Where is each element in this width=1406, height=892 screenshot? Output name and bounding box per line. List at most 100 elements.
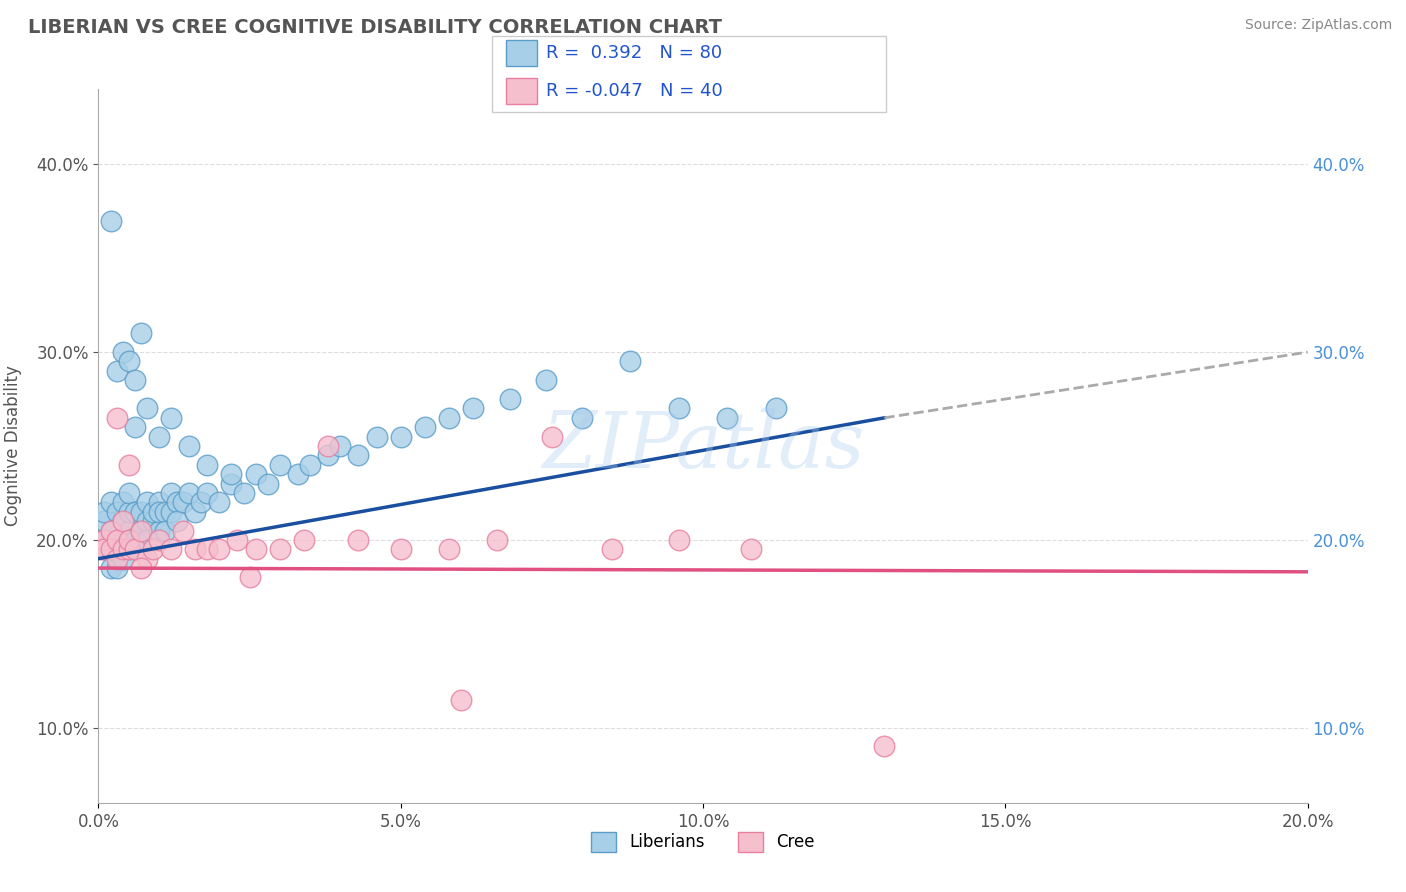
Point	[148, 429, 170, 443]
Point	[100, 524, 122, 538]
Point	[105, 410, 128, 425]
Point	[118, 533, 141, 547]
Point	[124, 542, 146, 557]
Point	[239, 570, 262, 584]
Point	[124, 420, 146, 434]
Point	[100, 524, 122, 538]
Text: R =  0.392   N = 80: R = 0.392 N = 80	[546, 44, 721, 62]
Point	[245, 467, 267, 482]
Point	[166, 514, 188, 528]
Point	[269, 542, 291, 557]
Point	[437, 410, 460, 425]
Point	[179, 486, 201, 500]
Point	[179, 439, 201, 453]
Legend: Liberians, Cree: Liberians, Cree	[585, 825, 821, 859]
Point	[100, 213, 122, 227]
Point	[450, 692, 472, 706]
Point	[93, 542, 115, 557]
Point	[316, 439, 339, 453]
Point	[208, 495, 231, 509]
Point	[118, 542, 141, 557]
Point	[142, 505, 165, 519]
Point	[256, 476, 278, 491]
Point	[316, 449, 339, 463]
Point	[135, 401, 157, 416]
Point	[118, 542, 141, 557]
Point	[226, 533, 249, 547]
Point	[118, 354, 141, 368]
Point	[153, 524, 176, 538]
Point	[190, 495, 212, 509]
Point	[105, 533, 128, 547]
Point	[716, 410, 738, 425]
Point	[347, 533, 370, 547]
Point	[602, 542, 624, 557]
Point	[93, 533, 115, 547]
Point	[124, 373, 146, 387]
Point	[160, 410, 183, 425]
Point	[153, 505, 176, 519]
Point	[172, 495, 194, 509]
Point	[100, 495, 122, 509]
Point	[111, 514, 134, 528]
Point	[118, 505, 141, 519]
Point	[221, 476, 243, 491]
Point	[118, 524, 141, 538]
Point	[148, 524, 170, 538]
Point	[668, 533, 690, 547]
Point	[111, 533, 134, 547]
Point	[118, 458, 141, 472]
Point	[195, 486, 218, 500]
Point	[389, 542, 412, 557]
Point	[129, 524, 152, 538]
Point	[166, 495, 188, 509]
Point	[498, 392, 520, 406]
Point	[184, 542, 207, 557]
Point	[540, 429, 562, 443]
Point	[873, 739, 896, 754]
Point	[90, 533, 112, 547]
Point	[160, 542, 183, 557]
Point	[124, 505, 146, 519]
Point	[135, 533, 157, 547]
Point	[329, 439, 352, 453]
Point	[148, 505, 170, 519]
Point	[93, 542, 115, 557]
Point	[90, 542, 112, 557]
Point	[740, 542, 762, 557]
Point	[135, 495, 157, 509]
Point	[100, 542, 122, 557]
Point	[100, 561, 122, 575]
Point	[142, 514, 165, 528]
Point	[184, 505, 207, 519]
Point	[668, 401, 690, 416]
Point	[129, 524, 152, 538]
Point	[413, 420, 436, 434]
Point	[105, 505, 128, 519]
Point	[292, 533, 315, 547]
Point	[245, 542, 267, 557]
Point	[111, 551, 134, 566]
Point	[232, 486, 254, 500]
Point	[111, 495, 134, 509]
Point	[486, 533, 509, 547]
Point	[389, 429, 412, 443]
Point	[118, 486, 141, 500]
Text: Source: ZipAtlas.com: Source: ZipAtlas.com	[1244, 18, 1392, 32]
Point	[534, 373, 557, 387]
Point	[195, 542, 218, 557]
Text: ZIPatlas: ZIPatlas	[541, 408, 865, 484]
Point	[93, 505, 115, 519]
Point	[208, 542, 231, 557]
Point	[105, 551, 128, 566]
Text: LIBERIAN VS CREE COGNITIVE DISABILITY CORRELATION CHART: LIBERIAN VS CREE COGNITIVE DISABILITY CO…	[28, 18, 723, 37]
Point	[111, 542, 134, 557]
Point	[437, 542, 460, 557]
Point	[148, 495, 170, 509]
Point	[160, 486, 183, 500]
Point	[93, 514, 115, 528]
Point	[366, 429, 388, 443]
Point	[105, 364, 128, 378]
Point	[299, 458, 322, 472]
Point	[124, 533, 146, 547]
